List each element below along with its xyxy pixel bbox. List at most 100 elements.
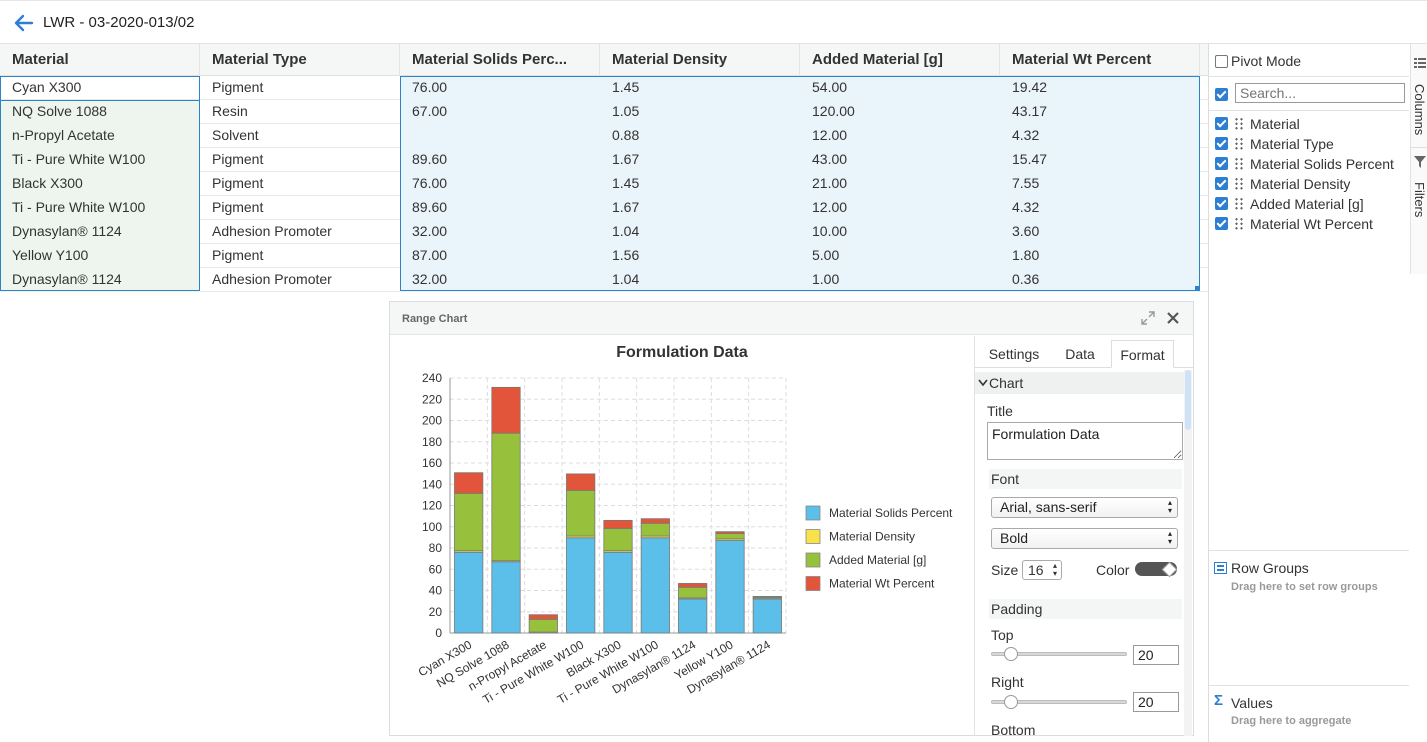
font-weight-select[interactable]: Bold (991, 528, 1178, 549)
row-groups-section[interactable]: Row Groups Drag here to set row groups (1209, 550, 1409, 690)
table-cell[interactable]: NQ Solve 1088 (0, 100, 200, 124)
table-cell[interactable]: 67.00 (400, 100, 600, 124)
table-cell[interactable]: 7.55 (1000, 172, 1200, 196)
table-cell[interactable]: 120.00 (800, 100, 1000, 124)
range-fill-handle[interactable] (1195, 286, 1200, 291)
column-header-material-solids[interactable]: Material Solids Perc... (400, 44, 600, 76)
color-picker[interactable] (1135, 562, 1177, 576)
table-cell[interactable]: Ti - Pure White W100 (0, 196, 200, 220)
table-cell[interactable]: 87.00 (400, 244, 600, 268)
table-cell[interactable]: 43.00 (800, 148, 1000, 172)
column-search-input[interactable] (1235, 83, 1405, 103)
table-cell[interactable]: 1.80 (1000, 244, 1200, 268)
table-cell[interactable]: 1.00 (800, 268, 1000, 292)
table-row[interactable]: Cyan X300 Pigment 76.00 1.45 54.00 19.42 (0, 76, 1208, 100)
table-cell[interactable]: Pigment (212, 151, 264, 167)
column-list-item[interactable]: Material Wt Percent (1209, 214, 1409, 234)
column-header-material-wt-percent[interactable]: Material Wt Percent (1000, 44, 1200, 76)
table-row[interactable]: NQ Solve 1088 Resin 67.00 1.05 120.00 43.17 (0, 100, 1208, 124)
table-cell[interactable]: 54.00 (800, 76, 1000, 100)
padding-right-slider-thumb[interactable] (1004, 695, 1018, 709)
table-cell[interactable]: Pigment (212, 199, 264, 215)
tab-format[interactable]: Format (1111, 340, 1174, 368)
table-cell[interactable]: 32.00 (400, 268, 600, 292)
column-header-material-type[interactable]: Material Type (200, 44, 400, 76)
padding-top-slider[interactable] (991, 652, 1127, 656)
table-row[interactable]: Dynasylan® 1124 Adhesion Promoter 32.00 1.0… (0, 220, 1208, 244)
table-cell[interactable]: Resin (212, 103, 248, 119)
table-cell[interactable]: 76.00 (400, 76, 600, 100)
table-cell[interactable]: 1.67 (600, 148, 800, 172)
padding-right-input[interactable]: 20 (1133, 692, 1179, 712)
table-cell[interactable]: Adhesion Promoter (212, 223, 332, 239)
table-cell[interactable]: 15.47 (1000, 148, 1200, 172)
back-arrow-icon[interactable] (14, 14, 34, 32)
drag-handle-icon[interactable] (1234, 177, 1244, 191)
chart-title-input[interactable]: Formulation Data (987, 422, 1183, 460)
column-visible-checkbox[interactable] (1215, 217, 1228, 230)
padding-right-slider[interactable] (991, 700, 1127, 704)
column-list-item[interactable]: Material Type (1209, 134, 1409, 154)
column-visible-checkbox[interactable] (1215, 177, 1228, 190)
table-cell[interactable]: 21.00 (800, 172, 1000, 196)
table-cell[interactable]: 0.88 (600, 124, 800, 148)
column-list-item[interactable]: Material (1209, 114, 1409, 134)
table-cell[interactable]: 1.67 (600, 196, 800, 220)
format-scrollbar[interactable] (1184, 370, 1192, 736)
table-cell[interactable]: 19.42 (1000, 76, 1200, 100)
table-cell[interactable]: Ti - Pure White W100 (0, 148, 200, 172)
table-cell[interactable]: Pigment (212, 247, 264, 263)
table-cell[interactable]: Pigment (212, 79, 264, 95)
chart-group-header[interactable]: Chart (975, 372, 1184, 394)
table-cell[interactable]: 32.00 (400, 220, 600, 244)
drag-handle-icon[interactable] (1234, 197, 1244, 211)
table-cell[interactable]: 76.00 (400, 172, 600, 196)
tab-settings[interactable]: Settings (988, 346, 1040, 362)
table-cell[interactable]: 1.45 (600, 76, 800, 100)
table-row[interactable]: Yellow Y100 Pigment 87.00 1.56 5.00 1.80 (0, 244, 1208, 268)
tab-data[interactable]: Data (1065, 346, 1095, 362)
column-visible-checkbox[interactable] (1215, 157, 1228, 170)
column-list-item[interactable]: Material Density (1209, 174, 1409, 194)
table-cell[interactable]: Dynasylan® 1124 (0, 220, 200, 244)
table-cell[interactable]: 1.56 (600, 244, 800, 268)
table-cell[interactable]: Pigment (212, 175, 264, 191)
table-cell[interactable]: 1.04 (600, 220, 800, 244)
table-cell[interactable]: 3.60 (1000, 220, 1200, 244)
table-cell[interactable]: 0.36 (1000, 268, 1200, 292)
table-row[interactable]: Ti - Pure White W100 Pigment 89.60 1.67 12.0… (0, 196, 1208, 220)
table-cell[interactable]: 5.00 (800, 244, 1000, 268)
table-cell[interactable]: 89.60 (400, 196, 600, 220)
drag-handle-icon[interactable] (1234, 117, 1244, 131)
table-cell[interactable]: Adhesion Promoter (212, 271, 332, 287)
padding-top-slider-thumb[interactable] (1004, 647, 1018, 661)
maximize-icon[interactable] (1140, 310, 1156, 326)
column-visible-checkbox[interactable] (1215, 117, 1228, 130)
pivot-mode-checkbox[interactable] (1215, 55, 1228, 68)
tab-filters[interactable]: Filters (1412, 182, 1427, 218)
table-cell[interactable]: Yellow Y100 (0, 244, 200, 268)
close-icon[interactable] (1165, 310, 1181, 326)
table-cell[interactable]: 1.04 (600, 268, 800, 292)
table-row[interactable]: Black X300 Pigment 76.00 1.45 21.00 7.55 (0, 172, 1208, 196)
column-visible-checkbox[interactable] (1215, 197, 1228, 210)
table-cell[interactable]: n-Propyl Acetate (0, 124, 200, 148)
table-cell[interactable]: 10.00 (800, 220, 1000, 244)
table-cell[interactable]: 12.00 (800, 124, 1000, 148)
table-cell[interactable]: 43.17 (1000, 100, 1200, 124)
font-family-select[interactable]: Arial, sans-serif (991, 497, 1178, 518)
table-cell[interactable]: 1.05 (600, 100, 800, 124)
table-cell[interactable]: 89.60 (400, 148, 600, 172)
table-cell[interactable]: 4.32 (1000, 124, 1200, 148)
drag-handle-icon[interactable] (1234, 137, 1244, 151)
table-cell[interactable]: 1.45 (600, 172, 800, 196)
column-header-material-density[interactable]: Material Density (600, 44, 800, 76)
drag-handle-icon[interactable] (1234, 217, 1244, 231)
table-cell[interactable]: Dynasylan® 1124 (0, 268, 200, 292)
table-row[interactable]: Dynasylan® 1124 Adhesion Promoter 32.00 1.0… (0, 268, 1208, 292)
values-section[interactable]: Σ Values Drag here to aggregate (1209, 685, 1409, 742)
table-cell[interactable]: Cyan X300 (12, 79, 82, 95)
table-cell[interactable]: 4.32 (1000, 196, 1200, 220)
table-cell[interactable] (400, 124, 600, 148)
column-header-added-material[interactable]: Added Material [g] (800, 44, 1000, 76)
